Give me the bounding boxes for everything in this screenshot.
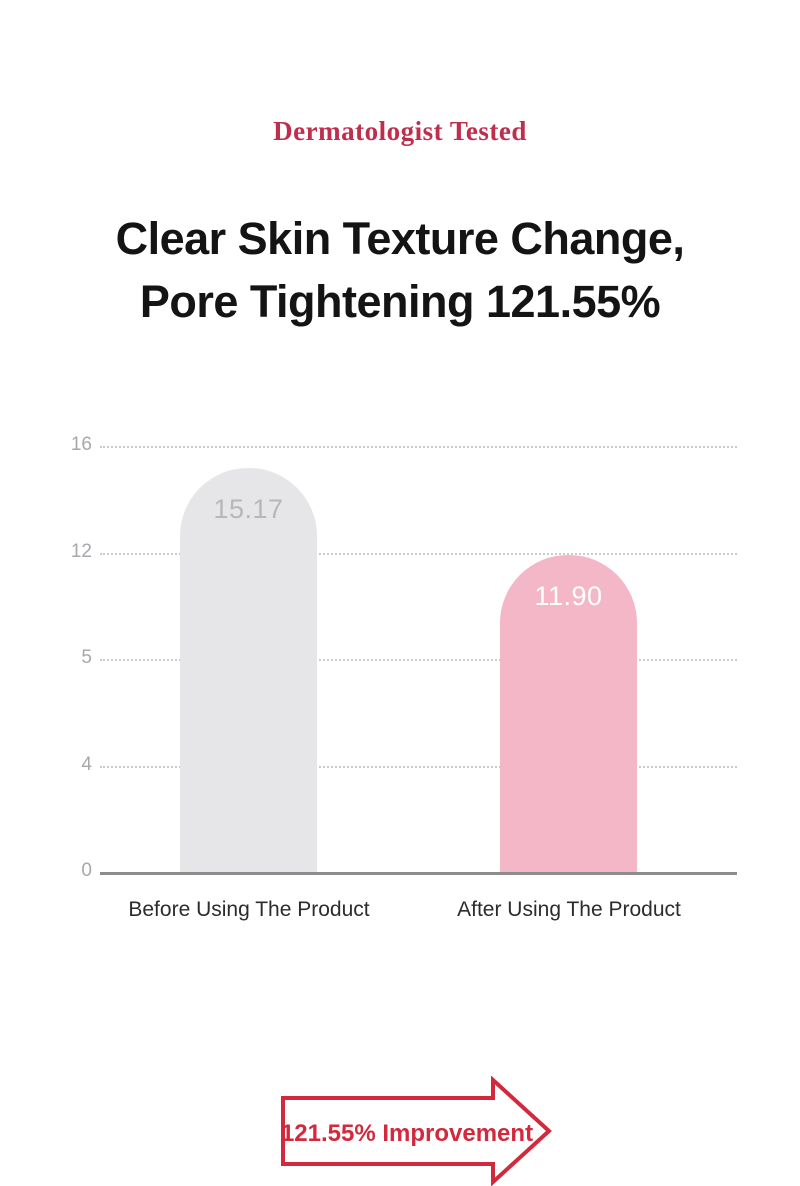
y-tick-label: 0 — [81, 860, 92, 881]
bar-before-using: 15.17 — [180, 468, 317, 872]
x-axis-label-before: Before Using The Product — [128, 898, 370, 921]
x-axis-label-after: After Using The Product — [457, 898, 681, 921]
right-arrow-icon: 121.55% Improvement — [281, 1076, 552, 1186]
bar-before-value: 15.17 — [213, 494, 284, 525]
improvement-arrow: 121.55% Improvement — [281, 1076, 553, 1186]
page-title: Clear Skin Texture Change, Pore Tightenin… — [0, 207, 800, 333]
gridline — [100, 552, 737, 555]
y-tick-label: 5 — [81, 647, 92, 668]
y-tick-label: 12 — [70, 540, 92, 562]
dermatologist-tested-badge: Dermatologist Tested — [273, 116, 527, 146]
title-line-1: Clear Skin Texture Change, — [115, 213, 685, 264]
x-axis-baseline — [100, 872, 737, 875]
improvement-arrow-label: 121.55% Improvement — [281, 1120, 533, 1147]
y-tick-label: 16 — [70, 434, 92, 455]
bar-after-using: 11.90 — [500, 555, 637, 872]
gridline — [100, 659, 737, 661]
gridline — [100, 765, 737, 768]
title-line-2: Pore Tightening 121.55% — [139, 276, 661, 327]
bar-chart: 15.17 11.90 121.55% Improvement Before U… — [0, 420, 800, 1186]
y-tick-label: 4 — [81, 753, 92, 775]
gridline — [100, 446, 737, 448]
bar-after-value: 11.90 — [534, 581, 603, 612]
